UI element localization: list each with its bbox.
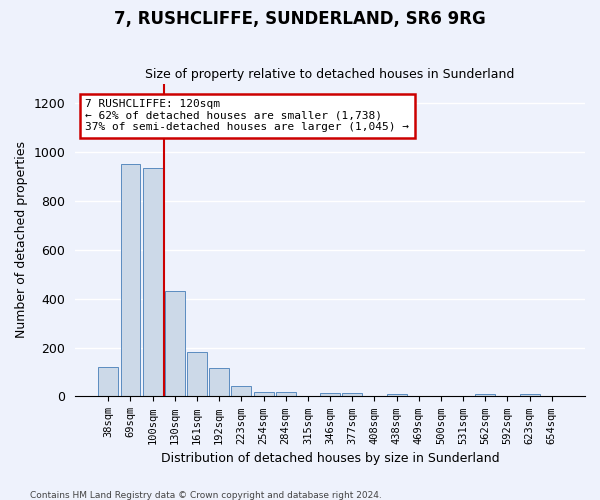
- Bar: [121, 164, 140, 396]
- X-axis label: Distribution of detached houses by size in Sunderland: Distribution of detached houses by size …: [161, 452, 499, 465]
- Bar: [187, 352, 207, 397]
- Bar: [232, 386, 251, 396]
- Bar: [254, 392, 274, 396]
- Bar: [276, 392, 296, 396]
- Bar: [475, 394, 495, 396]
- Bar: [520, 394, 539, 396]
- Y-axis label: Number of detached properties: Number of detached properties: [15, 142, 28, 338]
- Bar: [386, 394, 407, 396]
- Bar: [320, 392, 340, 396]
- Text: Contains HM Land Registry data © Crown copyright and database right 2024.: Contains HM Land Registry data © Crown c…: [30, 490, 382, 500]
- Title: Size of property relative to detached houses in Sunderland: Size of property relative to detached ho…: [145, 68, 515, 81]
- Bar: [165, 292, 185, 397]
- Bar: [209, 368, 229, 396]
- Text: 7 RUSHCLIFFE: 120sqm
← 62% of detached houses are smaller (1,738)
37% of semi-de: 7 RUSHCLIFFE: 120sqm ← 62% of detached h…: [85, 99, 409, 132]
- Bar: [342, 392, 362, 396]
- Bar: [98, 367, 118, 396]
- Text: 7, RUSHCLIFFE, SUNDERLAND, SR6 9RG: 7, RUSHCLIFFE, SUNDERLAND, SR6 9RG: [114, 10, 486, 28]
- Bar: [143, 168, 163, 396]
